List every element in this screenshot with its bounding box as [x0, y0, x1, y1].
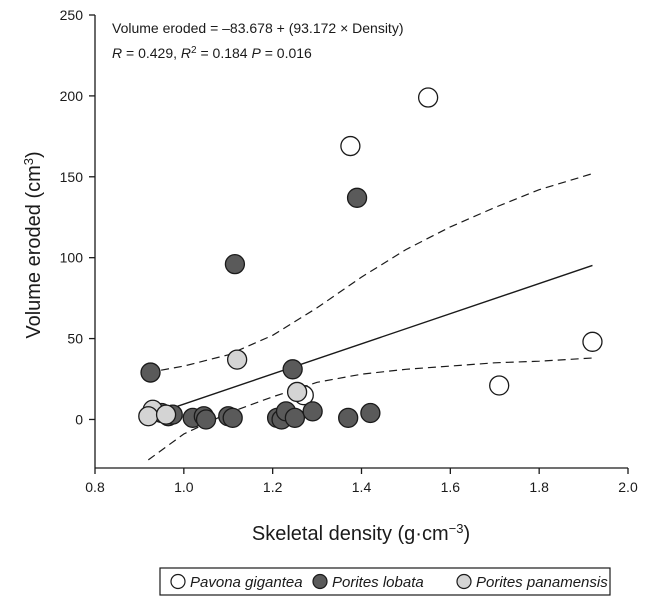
- y-tick-label: 100: [60, 250, 84, 266]
- x-tick-label: 1.0: [174, 479, 194, 495]
- confidence-lower-line: [147, 357, 593, 461]
- legend: Pavona gigantea Porites lobata Porites pan…: [159, 567, 611, 596]
- data-point: [360, 402, 381, 424]
- y-tick-label: 200: [60, 88, 84, 104]
- regression-line-group: [148, 264, 593, 417]
- data-point: [417, 87, 439, 108]
- regression-line: [148, 264, 593, 417]
- series-porites-panamensis: [138, 349, 308, 427]
- legend-label: Porites lobata: [332, 574, 424, 591]
- legend-marker: [170, 573, 186, 590]
- y-tick-label: 50: [67, 331, 83, 347]
- legend-marker: [312, 573, 328, 590]
- legend-box: [159, 567, 611, 596]
- x-tick-label: 1.2: [263, 479, 283, 495]
- data-point: [338, 407, 359, 428]
- confidence-upper-line: [148, 173, 593, 374]
- x-tick-label: 1.6: [441, 479, 461, 495]
- x-tick-label: 1.4: [352, 479, 372, 495]
- data-point: [224, 253, 246, 275]
- x-axis-title: Skeletal density (g·cm−3): [252, 521, 470, 546]
- legend-label: Pavona gigantea: [190, 574, 303, 591]
- legend-marker: [456, 573, 472, 590]
- data-point: [195, 409, 217, 430]
- data-points: [138, 87, 603, 430]
- data-point: [282, 359, 303, 380]
- stats-text: R = 0.429, R2 = 0.184 P = 0.016: [112, 45, 312, 62]
- data-point: [226, 349, 248, 370]
- y-tick-label: 250: [60, 7, 84, 23]
- data-point: [340, 135, 361, 157]
- data-point: [302, 401, 323, 422]
- y-tick-label: 0: [75, 411, 83, 427]
- confidence-band: [147, 173, 593, 461]
- y-ticks: 0 50 100 150 200 250: [60, 7, 95, 427]
- data-point: [138, 406, 159, 427]
- data-point: [284, 407, 306, 428]
- x-ticks: 0.8 1.0 1.2 1.4 1.6 1.8 2.0: [85, 468, 638, 495]
- data-point: [155, 404, 177, 425]
- y-tick-label: 150: [60, 169, 84, 185]
- x-tick-label: 0.8: [85, 479, 105, 495]
- data-point: [582, 331, 603, 352]
- series-porites-lobata: [140, 187, 381, 430]
- x-tick-label: 2.0: [618, 479, 638, 495]
- legend-label: Porites panamensis: [476, 574, 608, 591]
- y-axis-title: Volume eroded (cm3): [21, 151, 46, 338]
- data-point: [489, 375, 510, 396]
- equation-text: Volume eroded = –83.678 + (93.172 × Dens…: [112, 20, 403, 36]
- axes: [94, 15, 628, 469]
- data-point: [346, 187, 368, 208]
- data-point: [286, 381, 308, 403]
- series-pavona-gigantea: [293, 87, 603, 406]
- x-tick-label: 1.8: [529, 479, 549, 495]
- data-point: [222, 407, 243, 428]
- data-point: [140, 362, 161, 383]
